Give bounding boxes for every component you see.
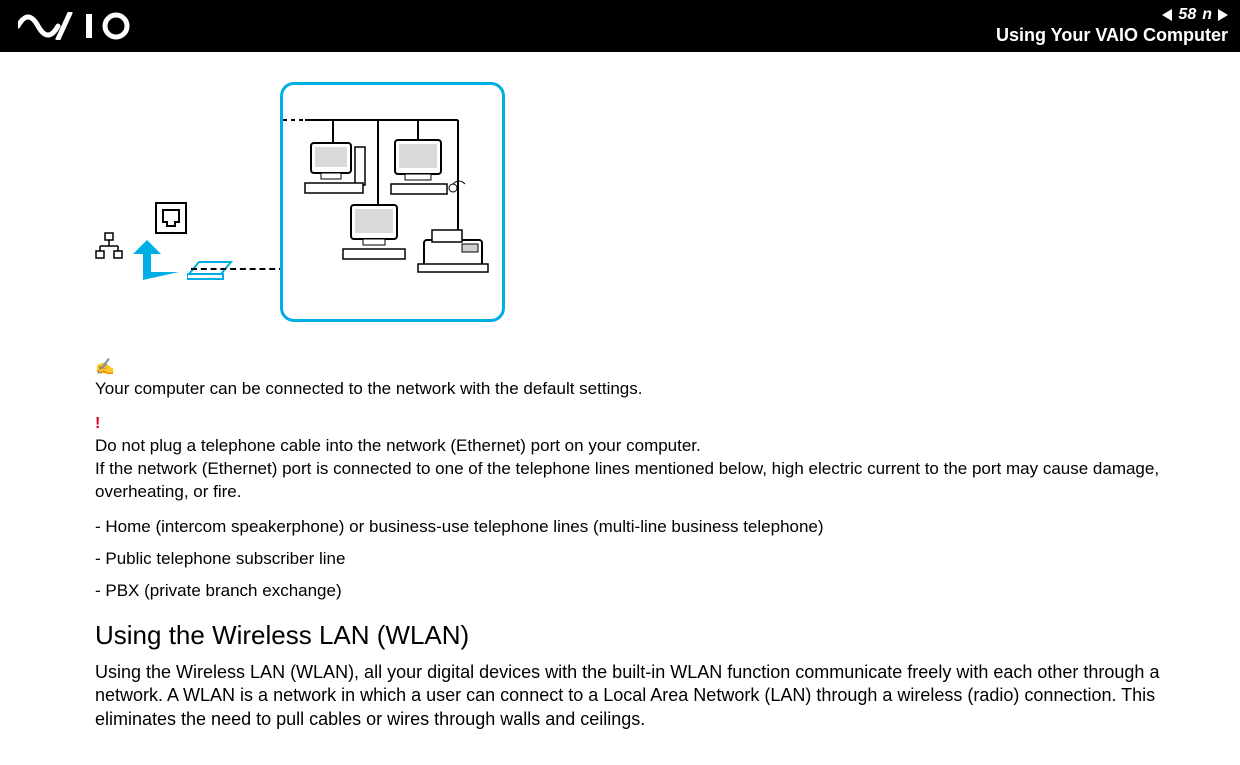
page-header: 58 n Using Your VAIO Computer <box>0 0 1240 52</box>
warning-text: Do not plug a telephone cable into the n… <box>95 435 1202 504</box>
dashed-connector <box>191 268 285 270</box>
page-content: ✍ Your computer can be connected to the … <box>0 52 1240 751</box>
bullet-item-1: - Home (intercom speakerphone) or busine… <box>95 516 1202 538</box>
network-tree-icon <box>95 232 123 260</box>
laptop-icon <box>187 260 233 280</box>
vaio-logo <box>18 12 148 40</box>
warning-line-2: If the network (Ethernet) port is connec… <box>95 459 1159 501</box>
note-icon: ✍ <box>95 357 1202 377</box>
ethernet-port-icon <box>155 202 187 234</box>
section-body: Using the Wireless LAN (WLAN), all your … <box>95 661 1202 731</box>
next-page-arrow-icon[interactable] <box>1218 9 1228 21</box>
warning-line-1: Do not plug a telephone cable into the n… <box>95 436 701 455</box>
note-text: Your computer can be connected to the ne… <box>95 379 1202 399</box>
bullet-item-2: - Public telephone subscriber line <box>95 548 1202 570</box>
header-subtitle: Using Your VAIO Computer <box>996 26 1228 46</box>
section-heading: Using the Wireless LAN (WLAN) <box>95 620 1202 651</box>
nav-separator: n <box>1202 6 1212 24</box>
network-diagram <box>95 82 1202 337</box>
bullet-item-3: - PBX (private branch exchange) <box>95 580 1202 602</box>
page-number: 58 <box>1178 6 1196 24</box>
header-nav: 58 n Using Your VAIO Computer <box>996 6 1228 45</box>
arrow-icon <box>133 240 179 282</box>
prev-page-arrow-icon[interactable] <box>1162 9 1172 21</box>
lan-illustration <box>280 82 505 322</box>
warning-icon: ! <box>95 415 1202 433</box>
